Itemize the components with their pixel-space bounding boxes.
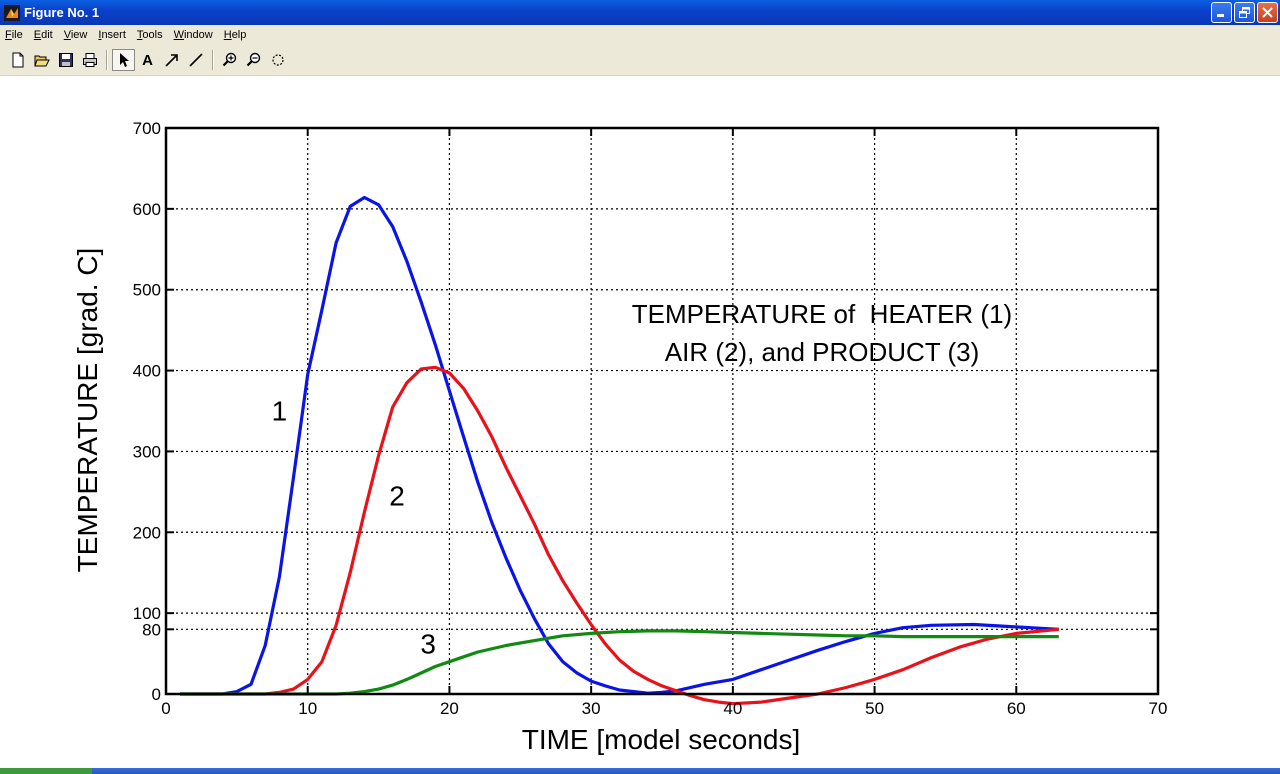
arrow-icon [164,54,178,67]
curve-label-2: 2 [389,481,405,512]
axes-box [164,126,1160,696]
annotation-line-2: AIR (2), and PRODUCT (3) [665,337,979,367]
zoom-in-button[interactable] [218,49,241,71]
zoom-out-button[interactable] [242,49,265,71]
printer-icon [82,53,97,67]
temperature-plot[interactable]: 0 10 20 30 40 50 60 70080100200300400500600700 … [0,76,1280,768]
menu-bar: File Edit View Insert Tools Window Help [0,25,1280,45]
close-button[interactable] [1257,2,1278,23]
print-button[interactable] [78,49,101,71]
start-button[interactable] [0,768,92,774]
new-document-icon [12,52,23,68]
x-tick-label: 30 [582,699,601,718]
toolbar: A [0,45,1280,76]
menu-help[interactable]: Help [223,29,247,41]
minimize-button[interactable] [1211,2,1232,23]
open-folder-icon [33,55,50,67]
rotate-3d-button[interactable] [266,49,289,71]
menu-view[interactable]: View [63,29,88,41]
rotate-icon [271,54,284,66]
text-tool-icon: A [142,51,153,69]
new-figure-button[interactable] [6,49,29,71]
window-title: Figure No. 1 [24,5,100,20]
y-tick-label: 80 [142,620,161,639]
annotation-line-1: TEMPERATURE of HEATER (1) [632,299,1012,329]
series-line-3 [180,629,1059,696]
y-tick-label: 400 [133,362,161,381]
save-disk-icon [58,53,73,67]
y-tick-label: 700 [133,119,161,138]
toolbar-separator [212,50,214,70]
y-tick-label: 500 [133,281,161,300]
series-line-2 [180,365,1059,706]
y-axis-label: TEMPERATURE [grad. C] [72,248,103,573]
insert-text-button[interactable]: A [136,49,159,71]
grid-lines [166,128,1158,694]
y-tick-label: 600 [133,200,161,219]
x-axis-label: TIME [model seconds] [522,724,801,755]
menu-window[interactable]: Window [173,29,213,41]
x-tick-label: 20 [440,699,459,718]
x-tick-label: 50 [865,699,884,718]
insert-line-button[interactable] [184,49,207,71]
close-icon [1262,7,1273,18]
y-tick-label: 300 [133,442,161,461]
x-tick-label: 60 [1007,699,1026,718]
restore-button[interactable] [1234,2,1255,23]
x-tick-label: 10 [298,699,317,718]
line-icon [188,53,203,67]
save-button[interactable] [54,49,77,71]
figure-canvas: 0 10 20 30 40 50 60 70 0 80 100 200 300 400 500 600 700 … [0,76,1280,768]
curve-label-3: 3 [420,629,436,660]
insert-arrow-button[interactable] [160,49,183,71]
curve-label-1: 1 [272,396,288,427]
menu-tools[interactable]: Tools [136,29,163,41]
y-tick-label: 200 [133,523,161,542]
menu-edit[interactable]: Edit [33,29,53,41]
matlab-icon[interactable] [4,4,20,21]
curve-labels: 1 2 3 [272,396,436,660]
zoom-in-icon [222,52,236,67]
x-tick-label: 70 [1149,699,1168,718]
arrow-pointer-icon [119,53,129,67]
x-tick-label: 0 [161,699,170,718]
series-line-1 [180,195,1059,696]
y-tick-label: 0 [152,685,161,704]
y-tick-label: 100 [133,604,161,623]
x-tick-label: 40 [723,699,742,718]
axis-ticks [165,127,1159,695]
minimize-icon [1217,14,1224,17]
open-file-button[interactable] [30,49,53,71]
edit-plot-button[interactable] [112,49,135,71]
menu-insert[interactable]: Insert [98,29,126,41]
title-bar: Figure No. 1 [0,0,1280,25]
toolbar-separator [106,50,108,70]
menu-file[interactable]: File [5,29,23,41]
zoom-out-icon [246,52,260,67]
data-curves [180,195,1059,706]
taskbar [0,768,1280,774]
restore-icon [1239,7,1250,18]
